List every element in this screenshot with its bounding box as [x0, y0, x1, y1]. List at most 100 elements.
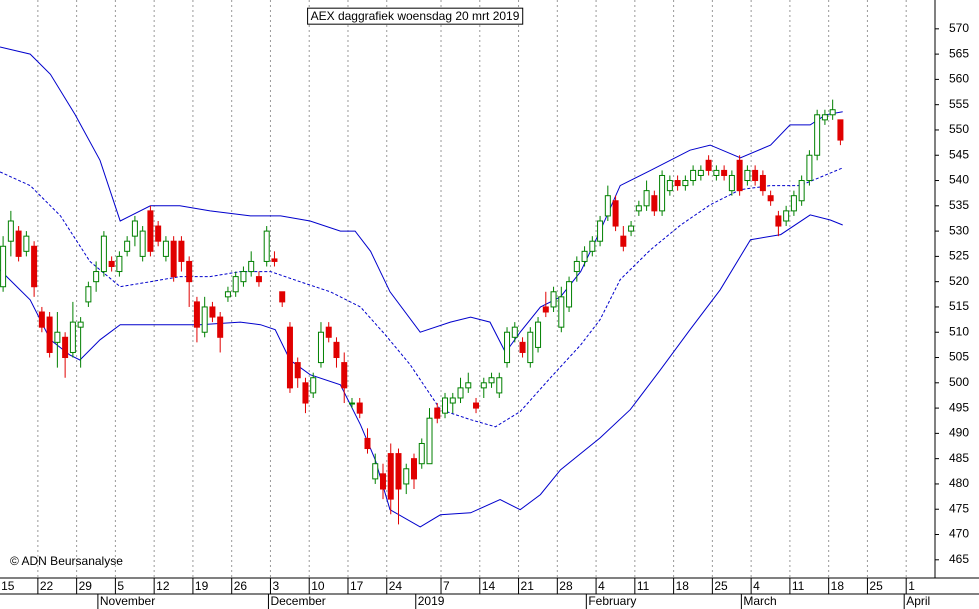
- candle-body: [581, 250, 588, 262]
- candle-body: [643, 190, 650, 207]
- candle-body: [178, 240, 185, 262]
- x-tick-label: 21: [521, 579, 535, 593]
- candle-body: [426, 417, 433, 465]
- candle-body: [364, 437, 371, 450]
- x-tick-label: 10: [311, 579, 325, 593]
- candle-body: [23, 235, 30, 252]
- candle-body: [612, 200, 619, 227]
- x-tick-label: 14: [482, 579, 496, 593]
- candle-body: [271, 258, 278, 262]
- x-tick-label: 5: [117, 579, 124, 593]
- candle-body: [108, 260, 115, 267]
- y-tick-label: 550: [949, 122, 969, 136]
- candle-body: [124, 240, 131, 252]
- y-tick-label: 465: [949, 552, 969, 566]
- candle-body: [573, 260, 580, 273]
- candle-body: [348, 402, 355, 405]
- candle-body: [519, 341, 526, 353]
- credit: © ADN Beursanalyse: [10, 554, 123, 568]
- candle-body: [783, 210, 790, 222]
- candle-body: [829, 109, 836, 116]
- candle-body: [697, 169, 704, 176]
- y-tick-label: 555: [949, 97, 969, 111]
- candle-body: [767, 195, 774, 202]
- candle-body: [279, 291, 286, 303]
- candle-body: [54, 331, 61, 343]
- candle-body: [77, 321, 84, 328]
- candle-body: [705, 159, 712, 171]
- x-tick-label: 29: [79, 579, 93, 593]
- candle-body: [480, 382, 487, 389]
- x-tick-label: 11: [637, 579, 650, 593]
- candle-body: [372, 463, 379, 480]
- candle-body: [387, 453, 394, 500]
- candle-body: [775, 215, 782, 227]
- y-tick-label: 515: [949, 299, 969, 313]
- y-tick-label: 565: [949, 46, 969, 60]
- candle-body: [46, 316, 53, 353]
- candle-body: [449, 397, 456, 404]
- candle-body: [821, 114, 828, 121]
- candle-body: [666, 180, 673, 192]
- candle-body: [201, 306, 208, 333]
- candle-body: [752, 169, 759, 182]
- candle-body: [496, 377, 503, 394]
- candle-body: [325, 326, 332, 338]
- candle-body: [317, 331, 324, 364]
- chart-title: AEX daggrafiek woensdag 20 mrt 2019: [311, 9, 520, 23]
- candle-body: [100, 235, 107, 273]
- title-box: [307, 7, 524, 25]
- candle-body: [7, 220, 14, 242]
- candle-body: [62, 336, 69, 359]
- y-tick-label: 520: [949, 274, 969, 288]
- candle-body: [550, 291, 557, 308]
- candle-body: [240, 271, 247, 283]
- x-tick-label: 18: [676, 579, 690, 593]
- y-tick-label: 480: [949, 476, 969, 490]
- y-tick-label: 560: [949, 72, 969, 86]
- candle-body: [465, 382, 472, 389]
- candle-body: [442, 397, 449, 414]
- candle-body: [0, 245, 7, 288]
- candle-body: [628, 225, 635, 232]
- x-tick-label: 24: [389, 579, 403, 593]
- month-label: November: [100, 594, 155, 608]
- x-tick-label: 4: [598, 579, 605, 593]
- x-tick-label: 15: [1, 579, 15, 593]
- y-tick-label: 485: [949, 451, 969, 465]
- candle-body: [814, 114, 821, 156]
- candle-body: [659, 174, 666, 212]
- candle-body: [69, 321, 76, 353]
- month-label: March: [743, 594, 776, 608]
- candle-body: [542, 306, 549, 313]
- candle-body: [232, 276, 239, 293]
- candle-body: [674, 180, 681, 187]
- candle-body: [294, 362, 301, 379]
- candle-body: [286, 326, 293, 389]
- x-tick-label: 12: [156, 579, 170, 593]
- month-label: April: [906, 594, 930, 608]
- candle-body: [93, 271, 100, 283]
- candle-body: [728, 174, 735, 192]
- bollinger-middle: [0, 167, 843, 428]
- x-tick-label: 3: [272, 579, 279, 593]
- y-tick-label: 510: [949, 324, 969, 338]
- candle-body: [682, 180, 689, 187]
- candle-body: [310, 377, 317, 394]
- candle-body: [721, 169, 728, 176]
- candle-body: [736, 159, 743, 192]
- candle-body: [798, 180, 805, 202]
- y-tick-label: 545: [949, 147, 969, 161]
- x-tick-label: 28: [559, 579, 573, 593]
- candle-body: [759, 174, 766, 192]
- candle-body: [131, 220, 138, 237]
- candle-body: [604, 195, 611, 217]
- y-tick-label: 475: [949, 501, 969, 515]
- candle-body: [209, 306, 216, 318]
- candle-body: [162, 240, 169, 257]
- bollinger-upper: [0, 46, 843, 354]
- candle-body: [790, 195, 797, 212]
- x-tick-label: 18: [831, 579, 845, 593]
- candle-body: [744, 169, 751, 182]
